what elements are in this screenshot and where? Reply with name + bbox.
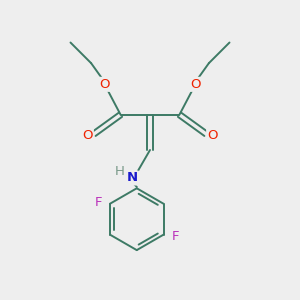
Text: F: F bbox=[95, 196, 103, 209]
Text: H: H bbox=[115, 165, 125, 178]
Text: F: F bbox=[172, 230, 180, 243]
Text: O: O bbox=[207, 129, 218, 142]
Text: N: N bbox=[127, 172, 138, 184]
Text: O: O bbox=[190, 78, 201, 91]
Text: O: O bbox=[99, 78, 110, 91]
Text: O: O bbox=[82, 129, 93, 142]
